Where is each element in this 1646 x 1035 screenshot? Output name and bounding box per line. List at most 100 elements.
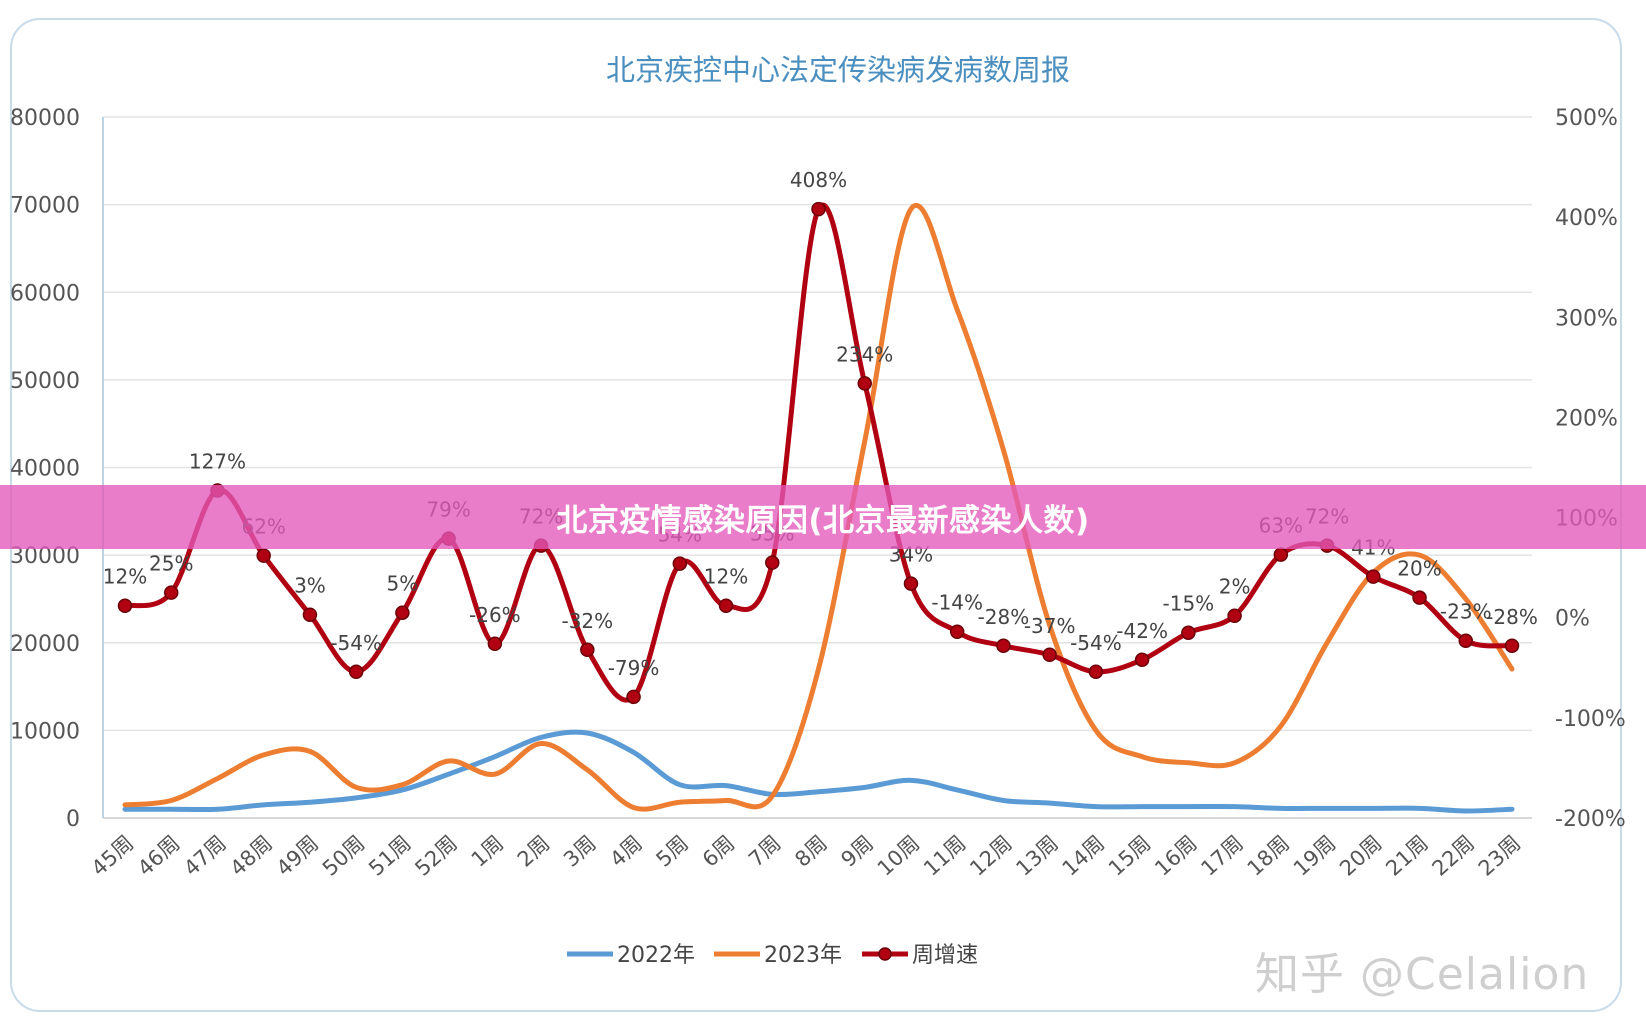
data-label: 2% [1219, 575, 1251, 599]
growth-markers [117, 201, 1520, 705]
growth-marker [487, 636, 503, 652]
x-tick-label: 15周 [1104, 831, 1156, 881]
growth-marker [1412, 590, 1427, 605]
series-line-2023 [122, 203, 1515, 812]
y-left-tick-label: 0 [66, 807, 80, 832]
x-tick-label: 6周 [698, 831, 740, 872]
growth-marker [1458, 633, 1474, 648]
growth-marker [580, 642, 595, 658]
x-tick-label: 51周 [364, 831, 416, 881]
y-right-tick-label: 200% [1555, 406, 1618, 431]
growth-marker [395, 605, 410, 620]
data-label: -28% [978, 605, 1030, 629]
x-tick-label: 52周 [410, 831, 462, 881]
data-labels: 12%25%127%62%3%-54%5%79%-26%72%-32%-79%5… [103, 168, 1538, 680]
x-tick-label: 13周 [1011, 831, 1063, 881]
data-label: 25% [149, 552, 193, 576]
watermark-text: 知乎 @Celalion [1255, 949, 1590, 1000]
growth-marker [765, 555, 780, 570]
growth-marker [811, 201, 826, 217]
data-label: -23% [1440, 600, 1492, 624]
legend-label: 周增速 [912, 943, 978, 968]
data-label: -15% [1163, 592, 1215, 616]
x-tick-label: 18周 [1243, 831, 1295, 881]
y-left-tick-label: 50000 [10, 369, 80, 394]
x-tick-label: 19周 [1289, 831, 1341, 881]
x-tick-label: 17周 [1196, 831, 1248, 881]
data-label: -54% [330, 631, 382, 655]
series-line-2022 [122, 729, 1515, 814]
growth-marker [1366, 569, 1381, 584]
legend: 2022年 2023年 周增速 [567, 943, 978, 968]
y-right-tick-label: -100% [1555, 707, 1626, 732]
y-right-tick-label: 400% [1555, 206, 1618, 231]
growth-marker [903, 576, 919, 591]
growth-marker [348, 664, 364, 680]
data-label: -54% [1070, 631, 1122, 655]
y-left-tick-label: 70000 [10, 194, 80, 219]
legend-label: 2022年 [617, 943, 695, 968]
growth-marker [949, 624, 965, 639]
data-label: 408% [790, 168, 847, 192]
y-left-tick-label: 10000 [10, 719, 80, 744]
series-line-growth [122, 202, 1515, 703]
x-tick-label: 1周 [467, 831, 509, 872]
banner-text: 北京疫情感染原因(北京最新感染人数) [556, 502, 1090, 539]
legend-label: 2023年 [764, 943, 842, 968]
x-tick-label: 16周 [1150, 831, 1202, 881]
data-label: -14% [931, 591, 983, 615]
x-tick-label: 5周 [652, 831, 694, 872]
growth-marker [1273, 547, 1289, 562]
y-left-tick-label: 60000 [10, 281, 80, 306]
x-tick-label: 46周 [133, 831, 185, 881]
growth-marker [1042, 647, 1057, 663]
growth-marker [302, 607, 318, 622]
x-tick-label: 21周 [1381, 831, 1433, 881]
data-label: 12% [704, 565, 748, 589]
data-label: -26% [469, 603, 521, 627]
growth-marker [1134, 652, 1150, 668]
x-tick-label: 11周 [919, 831, 971, 881]
growth-marker [256, 548, 271, 563]
growth-marker [117, 598, 133, 613]
x-tick-label: 2周 [513, 831, 555, 872]
growth-marker [1227, 608, 1242, 623]
chart-title: 北京疾控中心法定传染病发病数周报 [606, 53, 1070, 87]
growth-marker [718, 598, 734, 613]
x-tick-label: 8周 [790, 831, 832, 872]
data-label: 3% [294, 574, 326, 598]
data-label: 12% [103, 565, 147, 589]
x-tick-label: 7周 [744, 831, 786, 872]
x-tick-label: 20周 [1335, 831, 1387, 881]
growth-marker [672, 556, 688, 571]
x-tick-label: 3周 [559, 831, 601, 872]
x-tick-label: 23周 [1474, 831, 1526, 881]
x-tick-label: 48周 [226, 831, 278, 881]
data-label: -79% [608, 656, 660, 680]
y-left-tick-label: 20000 [10, 632, 80, 657]
growth-marker [626, 689, 641, 705]
y-left-tick-label: 40000 [10, 457, 80, 482]
growth-marker [857, 376, 872, 391]
x-tick-label: 10周 [873, 831, 925, 881]
data-label: -37% [1024, 614, 1076, 638]
x-tick-label: 45周 [87, 831, 139, 881]
data-label: 20% [1397, 557, 1441, 581]
growth-marker [1088, 664, 1104, 680]
y-left-tick-label: 80000 [10, 106, 80, 131]
y-right-tick-label: -200% [1555, 807, 1626, 832]
x-tick-label: 50周 [318, 831, 370, 881]
x-tick-label: 22周 [1428, 831, 1480, 881]
growth-marker [1181, 625, 1196, 640]
x-tick-label: 12周 [965, 831, 1017, 881]
legend-marker [878, 947, 892, 961]
y-right-tick-label: 500% [1555, 106, 1618, 131]
data-label: -32% [561, 609, 613, 633]
x-tick-label: 49周 [272, 831, 324, 881]
y-right-tick-label: 300% [1555, 306, 1618, 331]
data-label: -42% [1116, 619, 1168, 643]
data-label: 127% [189, 450, 246, 474]
data-label: -28% [1486, 605, 1538, 629]
data-label: 234% [836, 342, 893, 366]
title-banner: 北京疫情感染原因(北京最新感染人数) [0, 485, 1646, 549]
